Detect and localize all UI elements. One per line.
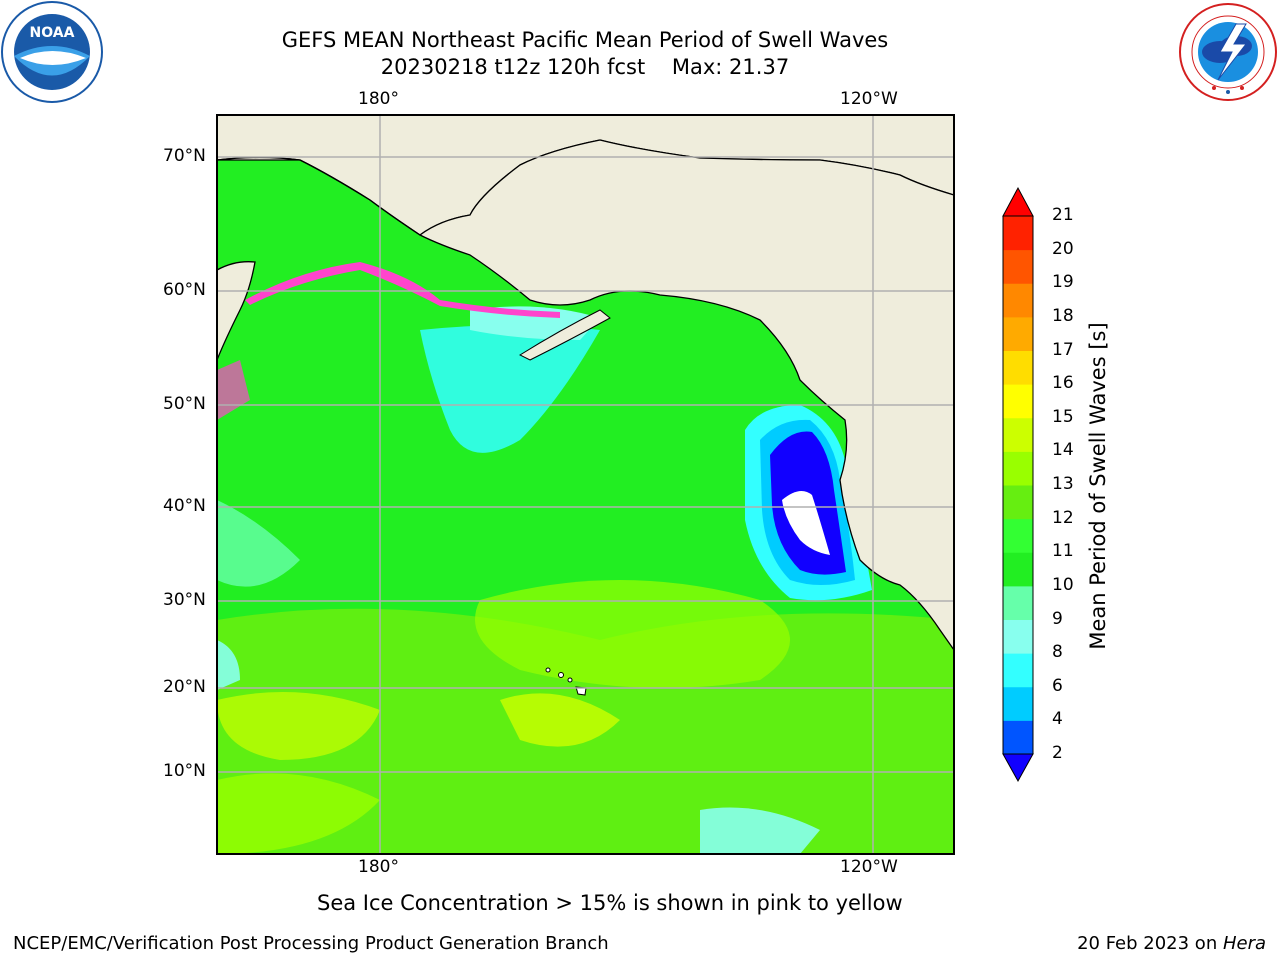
- high-period-patch-west: [217, 692, 380, 760]
- colorbar-band: [1003, 720, 1033, 755]
- colorbar-band: [1003, 686, 1033, 721]
- colorbar-tick-label: 16: [1052, 373, 1074, 394]
- aleutian-peninsula: [518, 309, 611, 361]
- colorbar-band: [1003, 316, 1033, 351]
- colorbar-tick-label: 9: [1052, 608, 1063, 629]
- high-period-patch: [475, 580, 790, 688]
- colorbar-under-triangle: [1002, 753, 1034, 783]
- colorbar-title: Mean Period of Swell Waves [s]: [1086, 322, 1110, 650]
- colorbar-tick-label: 12: [1052, 507, 1074, 528]
- chart-title: GEFS MEAN Northeast Pacific Mean Period …: [281, 28, 889, 52]
- low-period-southeast: [700, 807, 820, 854]
- hawaiian-islands: [545, 667, 587, 696]
- colorbar-band: [1003, 283, 1033, 318]
- colorbar-tick-label: 4: [1052, 709, 1063, 730]
- chart-subtitle: 20230218 t12z 120h fcst Max: 21.37: [380, 55, 790, 79]
- footer-right: 20 Feb 2023 on Hera: [1077, 933, 1266, 954]
- lat-tick-10n: 10°N: [163, 761, 206, 781]
- colorbar-tick-label: 19: [1052, 272, 1074, 293]
- colorbar-tick-label: 13: [1052, 474, 1074, 494]
- footer-date: 20 Feb 2023 on: [1077, 933, 1223, 954]
- colorbar-band: [1003, 552, 1033, 587]
- high-period-patch-south: [217, 773, 380, 854]
- colorbar-band: [1003, 249, 1033, 284]
- colorbar-band: [1003, 417, 1033, 452]
- high-period-patch-hawaii: [500, 693, 620, 747]
- lon-tick-bottom-180: 180°: [358, 857, 399, 877]
- footer-left: NCEP/EMC/Verification Post Processing Pr…: [13, 933, 609, 954]
- nws-logo: [1179, 3, 1277, 101]
- colorbar-tick-label: 2: [1052, 743, 1063, 763]
- low-period-gulf: [420, 325, 600, 453]
- colorbar-band: [1003, 585, 1033, 620]
- colorbar-band: [1003, 350, 1033, 385]
- colorbar-band: [1003, 518, 1033, 553]
- colorbar-band: [1003, 216, 1033, 251]
- colorbar-band: [1003, 384, 1033, 419]
- colorbar-band: [1003, 485, 1033, 520]
- footer-host: Hera: [1222, 933, 1266, 954]
- sea-ice-caption: Sea Ice Concentration > 15% is shown in …: [317, 891, 903, 915]
- lat-tick-30n: 30°N: [163, 590, 206, 610]
- lat-tick-60n: 60°N: [163, 280, 206, 300]
- colorbar-svg: [1002, 186, 1034, 783]
- colorbar-tick-label: 20: [1052, 238, 1074, 259]
- lon-tick-top-120w: 120°W: [840, 89, 898, 109]
- colorbar-tick-label: 15: [1052, 406, 1074, 427]
- colorbar-band: [1003, 619, 1033, 654]
- north-america-land: [217, 139, 954, 652]
- colorbar-tick-label: 6: [1052, 675, 1063, 696]
- colorbar-over-triangle: [1002, 186, 1034, 217]
- lat-tick-70n: 70°N: [163, 146, 206, 166]
- colorbar-band: [1003, 451, 1033, 486]
- colorbar-bands: [1003, 216, 1033, 755]
- sea-ice-edge: [245, 262, 560, 318]
- low-period-west-2: [217, 640, 240, 690]
- lon-tick-bottom-120w: 120°W: [840, 857, 898, 877]
- colorbar-band: [1003, 653, 1033, 688]
- low-period-west: [217, 500, 300, 587]
- colorbar-tick-label: 21: [1052, 205, 1074, 225]
- colorbar-tick-label: 10: [1052, 574, 1074, 595]
- lat-tick-20n: 20°N: [163, 677, 206, 697]
- colorbar-tick-label: 14: [1052, 440, 1074, 461]
- lon-tick-top-180: 180°: [358, 89, 399, 109]
- colorbar-tick-label: 17: [1052, 339, 1074, 360]
- map-frame: [216, 114, 955, 855]
- noaa-logo-text: NOAA: [30, 25, 75, 41]
- noaa-logo: NOAA: [1, 1, 103, 103]
- lat-tick-40n: 40°N: [163, 496, 206, 516]
- colorbar-tick-label: 11: [1052, 541, 1074, 562]
- colorbar-tick-label: 18: [1052, 305, 1074, 326]
- colorbar-tick-label: 8: [1052, 642, 1063, 663]
- colorbar-frame: [1002, 215, 1034, 755]
- lat-tick-50n: 50°N: [163, 394, 206, 414]
- graticule: [217, 115, 954, 854]
